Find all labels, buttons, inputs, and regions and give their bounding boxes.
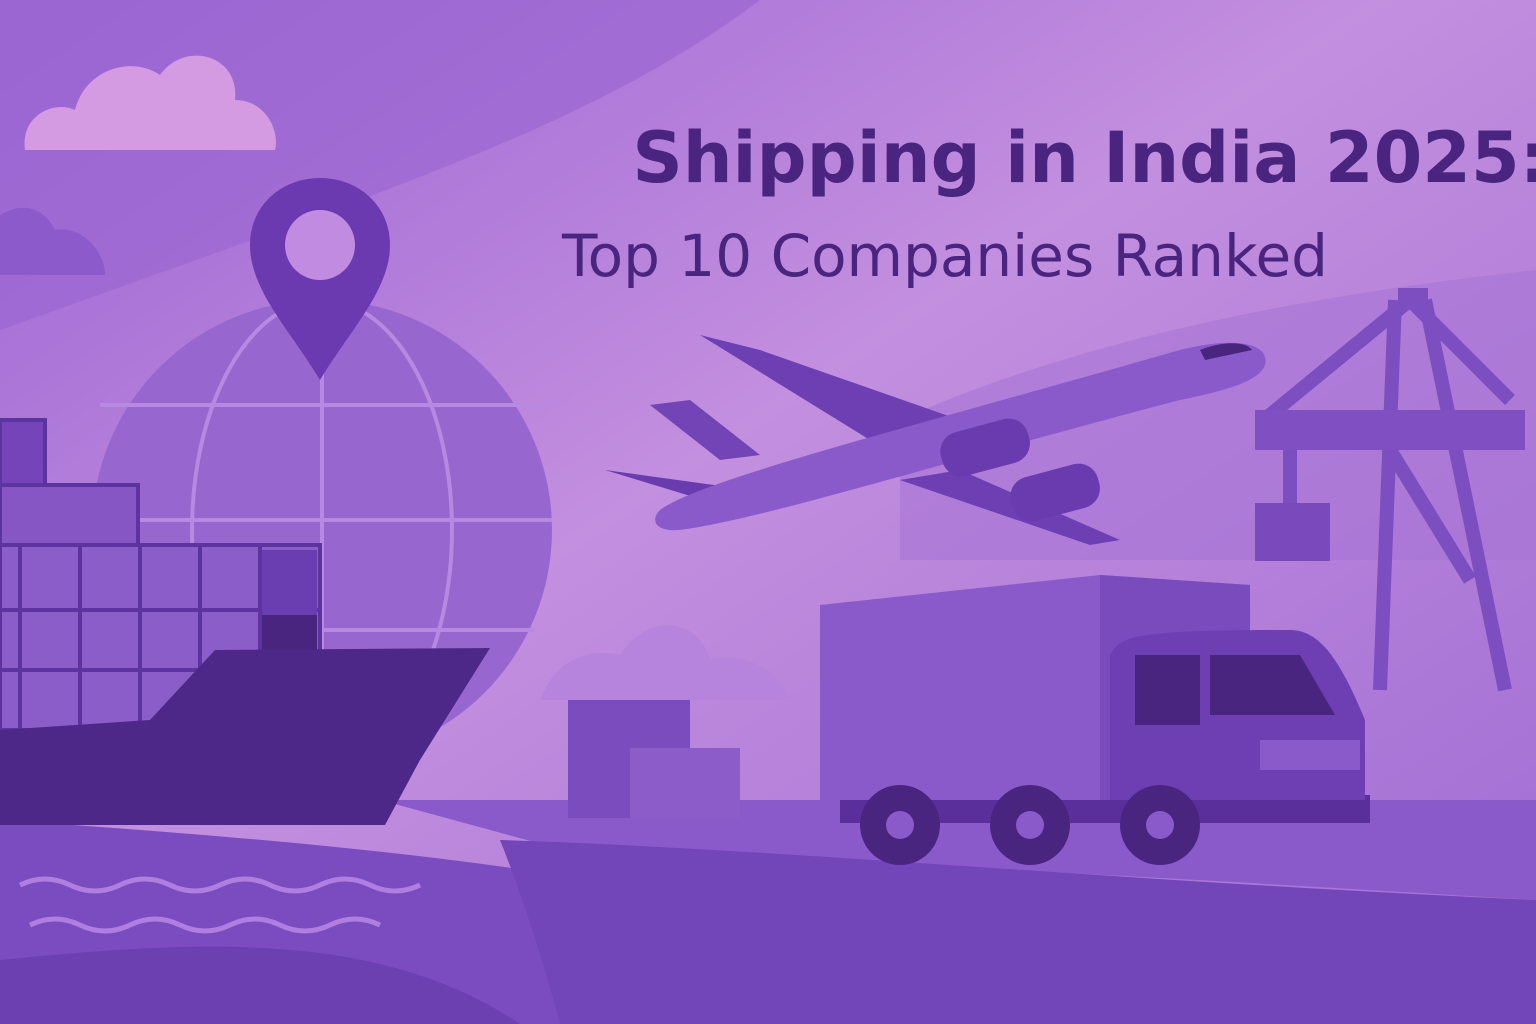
- cloud: [24, 55, 276, 150]
- ground: [500, 840, 1536, 1024]
- waves: [18, 876, 422, 934]
- crane-beam: [1255, 410, 1525, 450]
- truck: [820, 575, 1370, 865]
- road: [380, 800, 1536, 900]
- title: Shipping in India 2025:: [632, 117, 1536, 199]
- airplane: [605, 335, 1266, 545]
- pin-hole: [285, 210, 355, 280]
- container: [262, 550, 317, 615]
- water: [0, 946, 520, 1024]
- subtitle: Top 10 Companies Ranked: [561, 222, 1328, 290]
- crane-load: [1255, 503, 1330, 561]
- crane-top: [1398, 288, 1428, 308]
- container: [262, 615, 317, 650]
- ship-hull: [0, 648, 490, 825]
- hills: [540, 625, 790, 700]
- crane: [1265, 294, 1515, 692]
- cloud: [0, 207, 105, 275]
- box: [630, 748, 740, 818]
